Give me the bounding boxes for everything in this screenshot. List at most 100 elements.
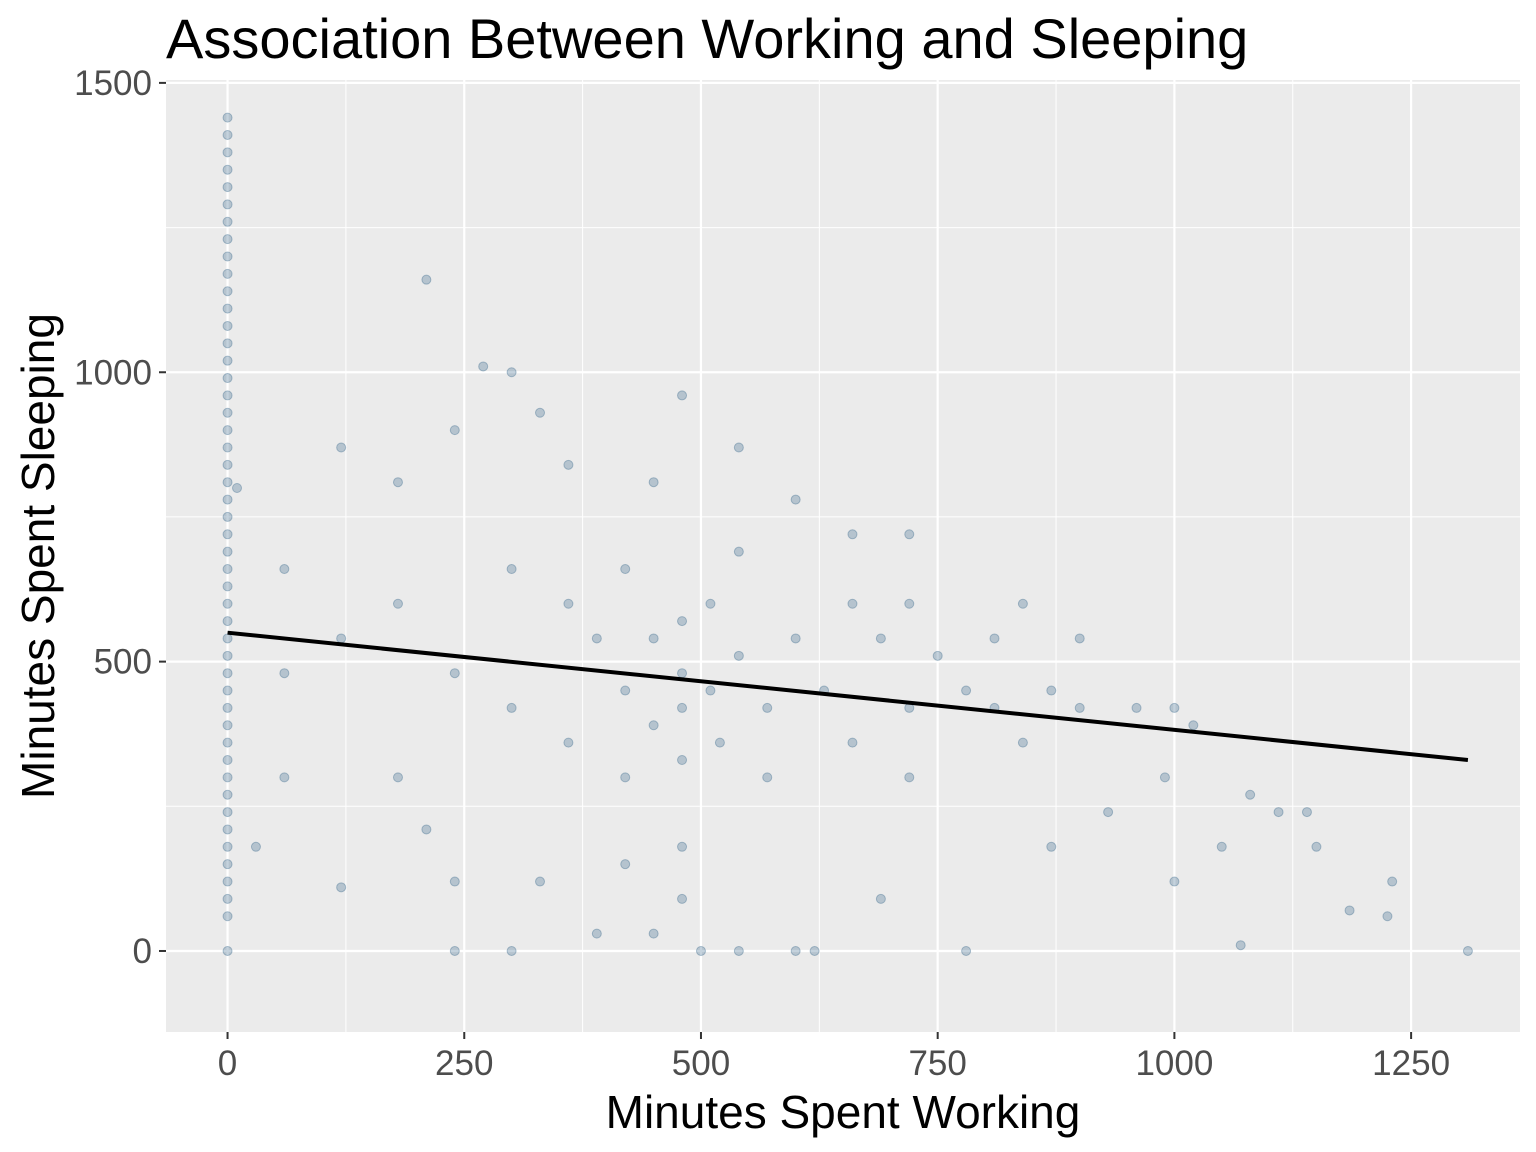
data-point — [506, 564, 517, 575]
data-point — [563, 737, 574, 748]
data-point — [506, 367, 517, 378]
data-point — [222, 859, 233, 870]
data-point — [222, 182, 233, 193]
data-point — [563, 459, 574, 470]
data-point — [222, 841, 233, 852]
data-point — [648, 928, 659, 939]
data-point — [222, 373, 233, 384]
data-point — [222, 876, 233, 887]
data-point — [790, 633, 801, 644]
data-point — [620, 685, 631, 696]
data-point — [648, 720, 659, 731]
data-point — [222, 564, 233, 575]
data-point — [222, 286, 233, 297]
data-point — [1169, 702, 1180, 713]
data-point — [449, 876, 460, 887]
data-point — [648, 633, 659, 644]
data-point — [1462, 945, 1473, 956]
data-point — [1074, 633, 1085, 644]
x-tick-label: 250 — [435, 1044, 493, 1083]
data-point — [733, 442, 744, 453]
y-tick-label: 500 — [94, 643, 152, 682]
data-point — [904, 598, 915, 609]
data-point — [847, 598, 858, 609]
data-point — [222, 164, 233, 175]
data-point — [733, 945, 744, 956]
data-point — [222, 338, 233, 349]
data-point — [733, 546, 744, 557]
data-point — [904, 772, 915, 783]
data-point — [677, 841, 688, 852]
data-point — [1216, 841, 1227, 852]
data-point — [449, 668, 460, 679]
data-point — [847, 737, 858, 748]
data-point — [222, 147, 233, 158]
data-point — [222, 303, 233, 314]
data-point — [1387, 876, 1398, 887]
data-point — [762, 702, 773, 713]
data-point — [222, 893, 233, 904]
data-point — [677, 668, 688, 679]
data-point — [506, 702, 517, 713]
data-point — [478, 361, 489, 372]
data-point — [222, 685, 233, 696]
data-point — [1382, 911, 1393, 922]
data-point — [875, 633, 886, 644]
data-point — [222, 112, 233, 123]
data-point — [336, 633, 347, 644]
data-point — [1245, 789, 1256, 800]
grid-lines — [166, 80, 1520, 1032]
data-point — [222, 668, 233, 679]
data-point — [449, 945, 460, 956]
data-point — [250, 841, 261, 852]
data-point — [762, 772, 773, 783]
y-axis-title: Minutes Spent Sleeping — [12, 313, 64, 799]
data-point — [1188, 720, 1199, 731]
data-point — [932, 650, 943, 661]
data-point — [222, 129, 233, 140]
data-points — [222, 112, 1473, 956]
y-tick-label: 1000 — [74, 353, 152, 392]
data-point — [222, 911, 233, 922]
data-point — [1273, 807, 1284, 818]
data-point — [733, 650, 744, 661]
data-point — [222, 407, 233, 418]
data-point — [222, 633, 233, 644]
data-point — [222, 216, 233, 227]
data-point — [847, 529, 858, 540]
data-point — [222, 355, 233, 366]
data-point — [222, 459, 233, 470]
data-point — [421, 824, 432, 835]
data-point — [620, 859, 631, 870]
data-point — [421, 274, 432, 285]
data-point — [392, 772, 403, 783]
data-point — [506, 945, 517, 956]
trend-line — [227, 630, 1469, 762]
data-point — [1311, 841, 1322, 852]
data-point — [1017, 737, 1028, 748]
x-axis-title: Minutes Spent Working — [606, 1086, 1081, 1138]
data-point — [1046, 685, 1057, 696]
data-point — [1344, 905, 1355, 916]
data-point — [535, 407, 546, 418]
data-point — [714, 737, 725, 748]
data-point — [232, 483, 243, 493]
x-tick-label: 1250 — [1372, 1044, 1450, 1083]
data-point — [222, 511, 233, 522]
data-point — [677, 390, 688, 401]
data-point — [222, 720, 233, 731]
data-point — [620, 564, 631, 575]
data-point — [222, 616, 233, 627]
data-point — [677, 893, 688, 904]
data-point — [677, 616, 688, 627]
data-point — [222, 494, 233, 505]
plot-background — [166, 80, 1520, 1032]
data-point — [677, 702, 688, 713]
y-tick-label: 0 — [133, 932, 152, 971]
data-point — [222, 737, 233, 748]
x-tick-label: 500 — [672, 1044, 730, 1083]
data-point — [279, 668, 290, 679]
data-point — [449, 425, 460, 436]
data-point — [222, 598, 233, 609]
